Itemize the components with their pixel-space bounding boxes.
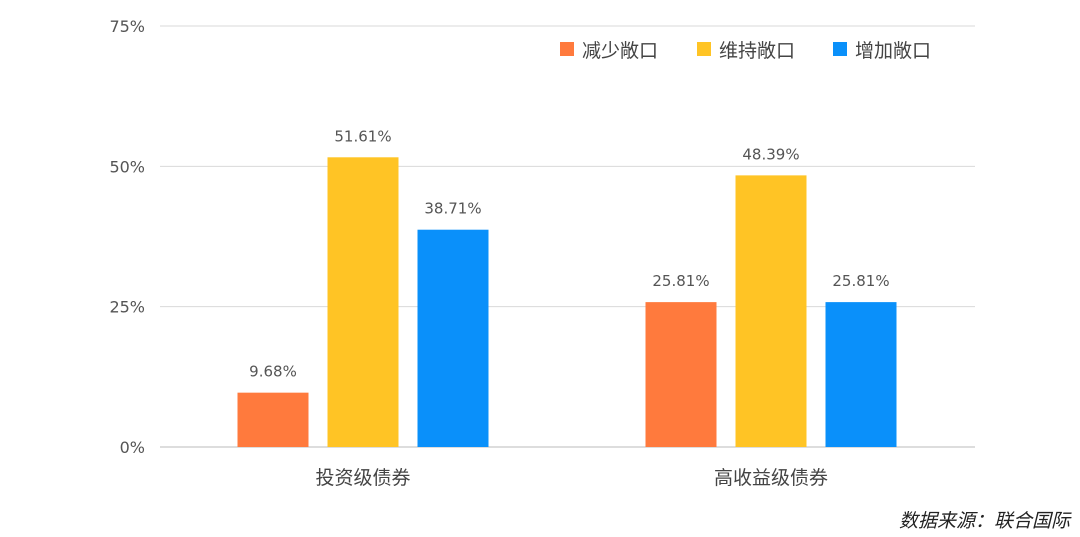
bar-1-1 [237, 392, 309, 447]
bar-3-1 [417, 229, 489, 447]
legend-swatch [833, 42, 847, 56]
legend-label: 增加敞口 [855, 40, 931, 62]
source-note: 数据来源：联合国际 [898, 510, 1070, 532]
x-category-label: 投资级债券 [315, 467, 410, 489]
bar-2-1 [327, 157, 399, 447]
legend-label: 减少敞口 [582, 40, 658, 62]
data-label: 51.61% [334, 127, 391, 145]
bar-2-2 [735, 175, 807, 448]
data-label: 25.81% [652, 272, 709, 290]
bar-1-2 [645, 302, 717, 447]
bar-3-2 [825, 302, 897, 447]
legend-swatch [697, 42, 711, 56]
data-label: 38.71% [424, 200, 481, 218]
data-label: 48.39% [742, 145, 799, 163]
y-tick-label: 50% [109, 157, 145, 176]
y-tick-label: 25% [109, 298, 145, 317]
x-category-label: 高收益级债券 [714, 467, 828, 489]
data-label: 25.81% [832, 272, 889, 290]
legend-swatch [560, 42, 574, 56]
y-tick-label: 0% [120, 438, 145, 457]
data-label: 9.68% [249, 363, 297, 381]
legend-label: 维持敞口 [719, 40, 795, 62]
y-tick-label: 75% [109, 17, 145, 36]
